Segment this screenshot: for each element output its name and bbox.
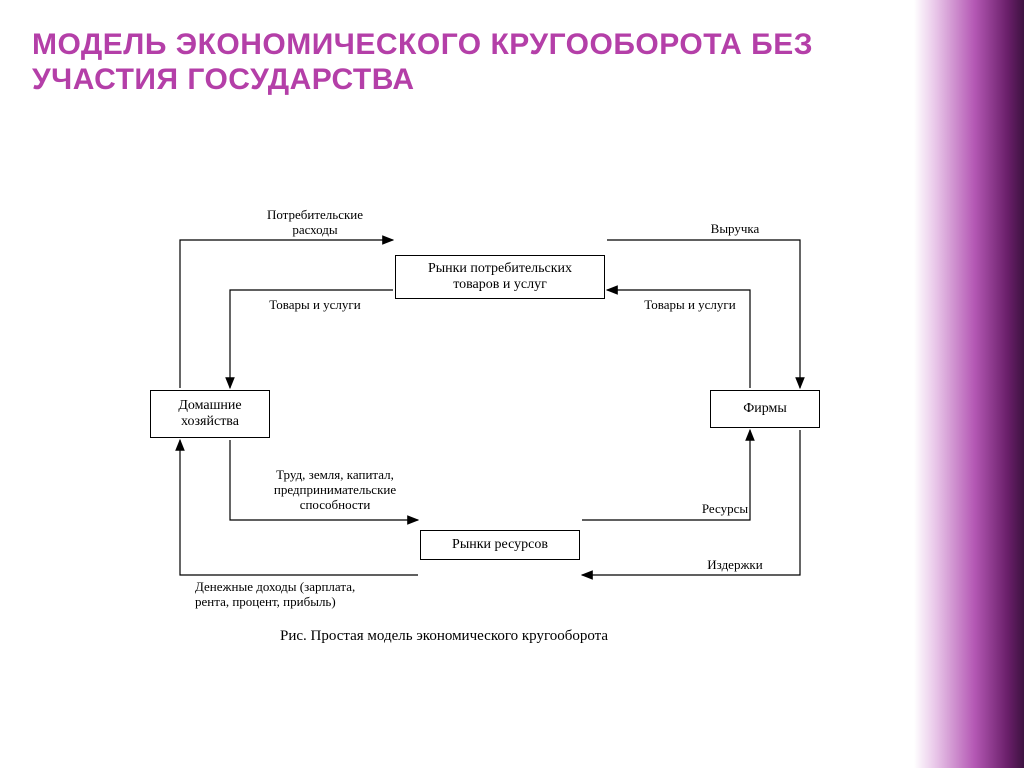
slide-title: МОДЕЛЬ ЭКОНОМИЧЕСКОГО КРУГООБОРОТА БЕЗ У… [32,28,852,97]
label-factors: Труд, земля, капитал,предпринимательские… [235,468,435,513]
node-resource-market: Рынки ресурсов [420,530,580,560]
diagram-caption: Рис. Простая модель экономического круго… [280,628,608,645]
circular-flow-diagram: Домашниехозяйства Рынки потребительскихт… [140,220,860,680]
slide-accent-gradient [914,0,1024,768]
label-goods-left: Товары и услуги [245,298,385,313]
label-goods-right: Товары и услуги [620,298,760,313]
node-households: Домашниехозяйства [150,390,270,438]
label-revenue: Выручка [680,222,790,237]
label-resources: Ресурсы [670,502,780,517]
label-consumer-spending: Потребительскиерасходы [235,208,395,238]
node-firms: Фирмы [710,390,820,428]
label-income: Денежные доходы (зарплата,рента, процент… [195,580,445,610]
label-costs: Издержки [680,558,790,573]
node-goods-market: Рынки потребительскихтоваров и услуг [395,255,605,299]
